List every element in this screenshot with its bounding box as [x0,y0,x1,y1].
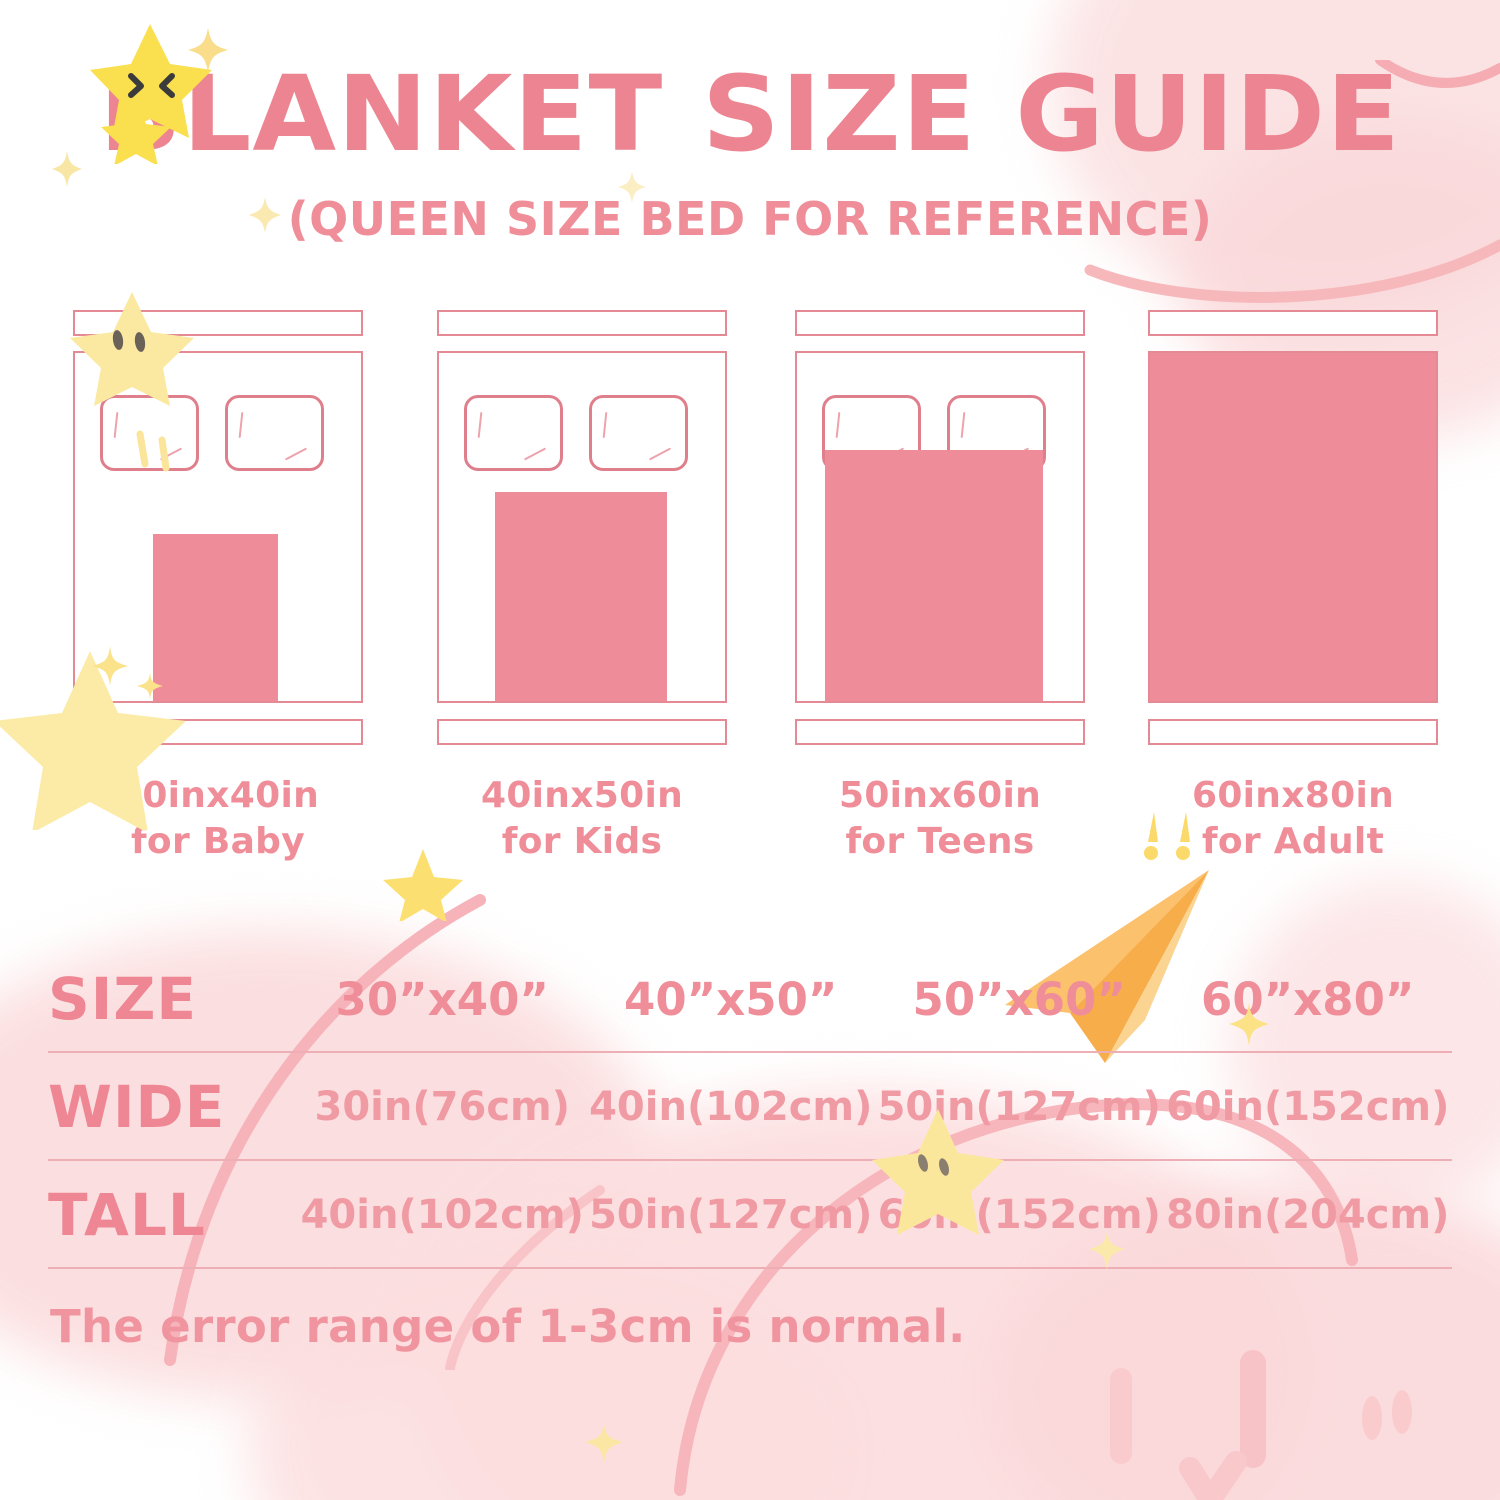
bed-audience-label: for Teens [845,821,1035,863]
blob-face-marks [1110,1350,1412,1500]
bed-frame [1148,351,1438,703]
footboard [437,719,727,745]
row-label-tall: TALL [48,1181,206,1249]
table-row: SIZE 30”x40” 40”x50” 50”x60” 60”x80” [48,945,1452,1053]
row-divider [48,1051,1452,1053]
cell-wide-baby: 30in(76cm) [314,1084,570,1130]
bed-size-label: 50inx60in [838,775,1042,816]
headboard [1148,310,1438,336]
pillow-left [100,395,199,471]
cell-tall-adult: 80in(204cm) [1166,1192,1450,1238]
cell-tall-kids: 50in(127cm) [589,1192,873,1238]
row-divider [48,1159,1452,1161]
pillow-right [225,395,324,471]
cell-tall-teens: 60in(152cm) [877,1192,1161,1238]
bed-diagram-adult: 60inx80in for Adult [1148,310,1438,865]
row-label-wide: WIDE [48,1073,226,1141]
cell-size-adult: 60”x80” [1201,972,1415,1026]
cell-size-teens: 50”x60” [912,972,1126,1026]
bed-size-label: 60inx80in [1191,775,1395,816]
page-title: BLANKET SIZE GUIDE [98,53,1402,175]
footboard [1148,719,1438,745]
bed-audience-label: for Kids [501,821,663,863]
blanket-overlay [495,492,667,701]
bed-diagrams: 30inx40in for Baby 40inx50in for Kids [0,310,1500,862]
bed-audience-label: for Adult [1201,821,1385,863]
bed-frame [795,351,1085,703]
cell-size-kids: 40”x50” [624,972,838,1026]
footboard [73,719,363,745]
error-range-note: The error range of 1-3cm is normal. [50,1300,966,1353]
bed-diagram-teens: 50inx60in for Teens [795,310,1085,865]
bed-diagram-kids: 40inx50in for Kids [437,310,727,865]
bed-caption: 60inx80in for Adult [1148,773,1438,865]
table-row: WIDE 30in(76cm) 40in(102cm) 50in(127cm) … [48,1053,1452,1161]
footboard [795,719,1085,745]
bed-size-label: 30inx40in [116,775,320,816]
pillow-right [589,395,688,471]
bed-audience-label: for Baby [130,821,306,863]
cell-tall-baby: 40in(102cm) [300,1192,584,1238]
bed-size-label: 40inx50in [480,775,684,816]
bed-frame [437,351,727,703]
cell-size-baby: 30”x40” [335,972,549,1026]
cell-wide-adult: 60in(152cm) [1166,1084,1450,1130]
bed-caption: 30inx40in for Baby [73,773,363,865]
row-label-size: SIZE [48,965,198,1033]
size-table: SIZE 30”x40” 40”x50” 50”x60” 60”x80” WID… [48,945,1452,1269]
headboard [73,310,363,336]
page-subtitle: (QUEEN SIZE BED FOR REFERENCE) [287,192,1213,246]
headboard [437,310,727,336]
sparkle-icon [585,1423,623,1464]
blanket-overlay [825,450,1043,701]
bed-diagram-baby: 30inx40in for Baby [73,310,363,865]
table-row: TALL 40in(102cm) 50in(127cm) 60in(152cm)… [48,1161,1452,1269]
headboard [795,310,1085,336]
row-divider [48,1267,1452,1269]
cell-wide-teens: 50in(127cm) [877,1084,1161,1130]
cell-wide-kids: 40in(102cm) [589,1084,873,1130]
header: BLANKET SIZE GUIDE (QUEEN SIZE BED FOR R… [0,62,1500,246]
bed-frame [73,351,363,703]
bed-caption: 50inx60in for Teens [795,773,1085,865]
blanket-overlay [153,534,278,701]
blanket-overlay [1150,353,1436,701]
pillow-left [464,395,563,471]
bed-caption: 40inx50in for Kids [437,773,727,865]
